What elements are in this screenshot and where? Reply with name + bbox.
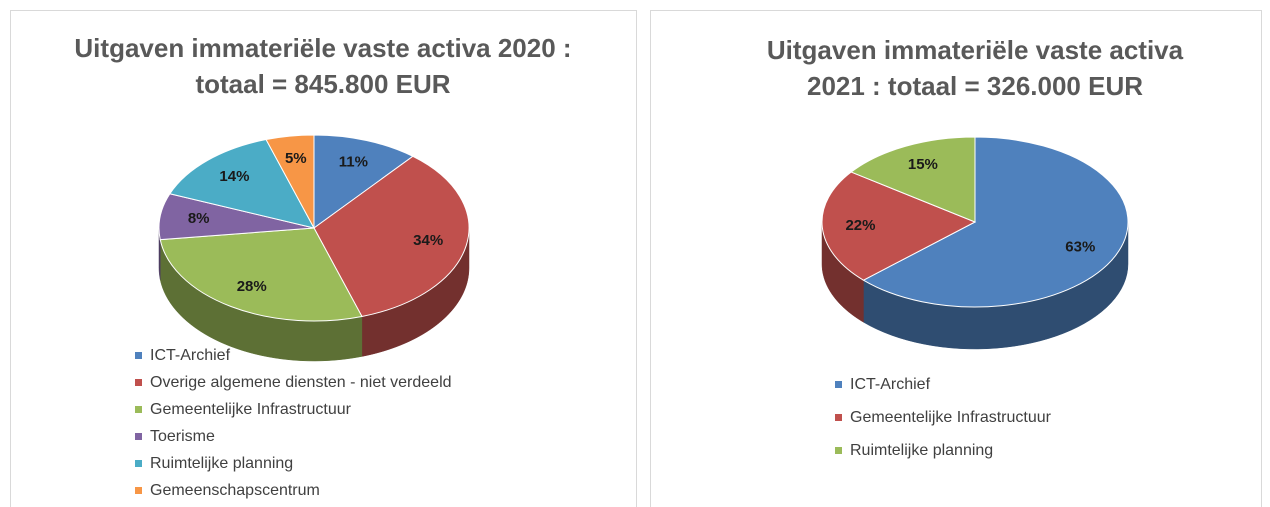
legend-swatch	[135, 460, 142, 467]
data-label: 8%	[188, 210, 210, 227]
legend-label: Toerisme	[150, 427, 215, 445]
chart-title: Uitgaven immateriële vaste activa 2020 :…	[74, 33, 572, 99]
legend-item: ICT-Archief	[135, 342, 452, 369]
slice	[862, 136, 1129, 308]
legend-label: Ruimtelijke planning	[850, 441, 994, 459]
data-label: 28%	[237, 278, 267, 295]
legend-swatch	[835, 414, 842, 421]
slice	[265, 134, 315, 229]
data-label: 14%	[219, 168, 249, 185]
slice	[313, 155, 470, 318]
legend-label: Gemeentelijke Infrastructuur	[150, 400, 351, 418]
legend-label: ICT-Archief	[850, 375, 931, 393]
legend-item: Gemeenschapscentrum	[135, 477, 452, 504]
legend: ICT-Archief Overige algemene diensten - n…	[135, 342, 452, 504]
data-label: 22%	[845, 217, 875, 234]
chart-panel	[10, 10, 637, 507]
data-label: 63%	[1065, 238, 1095, 255]
legend-item: Ruimtelijke planning	[835, 434, 1051, 467]
legend-item: Overige algemene diensten - niet verdeel…	[135, 369, 452, 396]
slice	[159, 227, 363, 322]
legend-label: Ruimtelijke planning	[150, 454, 294, 472]
legend-item: ICT-Archief	[835, 368, 1051, 401]
legend-swatch	[835, 447, 842, 454]
legend-swatch	[135, 433, 142, 440]
chart-panel	[650, 10, 1262, 507]
legend-item: Ruimtelijke planning	[135, 450, 452, 477]
legend-swatch	[835, 381, 842, 388]
slice	[821, 171, 977, 281]
legend-label: Gemeentelijke Infrastructuur	[850, 408, 1051, 426]
slice	[850, 136, 976, 223]
legend-swatch	[135, 487, 142, 494]
legend-swatch	[135, 406, 142, 413]
legend-swatch	[135, 352, 142, 359]
legend-label: Overige algemene diensten - niet verdeel…	[150, 373, 452, 391]
legend-label: ICT-Archief	[150, 346, 231, 364]
data-label: 34%	[413, 232, 443, 249]
chart-title: Uitgaven immateriële vaste activa 2021 :…	[766, 35, 1184, 101]
legend-item: Toerisme	[135, 423, 452, 450]
data-label: 15%	[908, 156, 938, 173]
data-label: 11%	[339, 153, 368, 170]
legend-label: Gemeenschapscentrum	[150, 481, 320, 499]
slice	[313, 134, 414, 229]
legend-item: Gemeentelijke Infrastructuur	[835, 401, 1051, 434]
legend: ICT-Archief Gemeentelijke Infrastructuur R…	[835, 368, 1051, 467]
legend-swatch	[135, 379, 142, 386]
legend-item: Gemeentelijke Infrastructuur	[135, 396, 452, 423]
data-label: 5%	[285, 150, 307, 167]
